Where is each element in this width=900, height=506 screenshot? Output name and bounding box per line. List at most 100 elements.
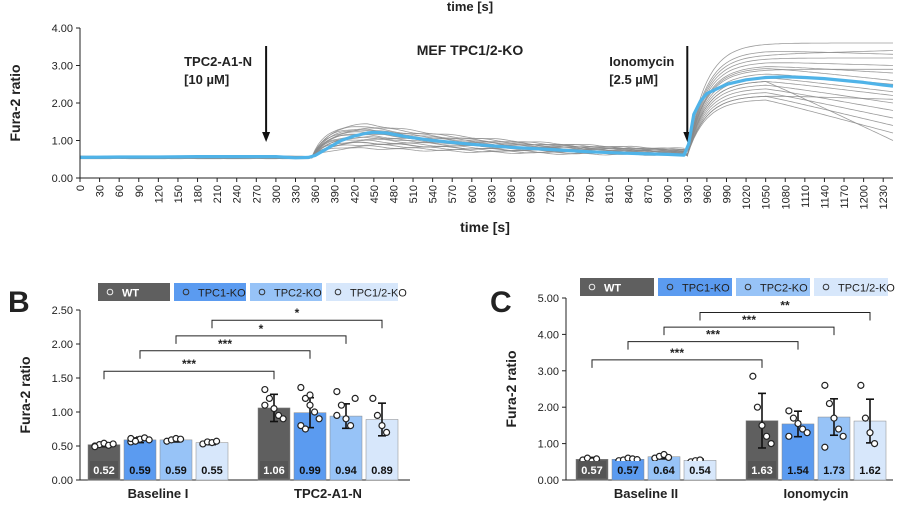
x-tick-label: 990	[721, 185, 733, 203]
legend-marker	[666, 283, 674, 291]
legend-marker	[822, 283, 830, 291]
data-point	[301, 425, 310, 433]
significance-label: ***	[182, 357, 196, 371]
x-tick-label: 960	[702, 185, 714, 203]
annotations: TPC2-A1-N [10 µM] Ionomycin [2.5 µM]	[184, 46, 692, 142]
legend-swatch	[814, 278, 888, 296]
significance-bracket	[699, 312, 871, 321]
data-point	[861, 414, 870, 422]
value-label: 0.59	[165, 465, 186, 477]
data-point	[857, 381, 865, 389]
value-label-box	[578, 461, 606, 478]
significance-bracket	[591, 359, 763, 368]
y-tick-label: 5.00	[538, 293, 559, 305]
x-tick-label: 810	[604, 185, 616, 203]
data-point	[821, 381, 829, 389]
legend-swatch	[736, 278, 810, 296]
value-label-box	[296, 461, 324, 478]
significance-label: ***	[218, 337, 232, 351]
y-tick-label: 0.00	[52, 475, 73, 487]
value-label-box	[198, 461, 226, 478]
legend-label: TPC2-KO	[760, 283, 808, 295]
annotation-line2: [2.5 µM]	[609, 72, 658, 87]
data-point	[762, 432, 771, 440]
y-tick-label: 1.00	[52, 407, 73, 419]
data-point	[145, 436, 153, 444]
data-point	[342, 415, 350, 423]
x-tick-label: 1080	[780, 185, 792, 209]
data-point	[306, 391, 314, 399]
x-tick-label: 780	[584, 185, 596, 203]
value-label: 0.57	[617, 465, 638, 477]
legend-marker	[334, 288, 342, 296]
legend-label: TPC1-KO	[198, 288, 246, 300]
value-label: 0.54	[689, 465, 711, 477]
data-point	[789, 414, 798, 422]
category-label: Baseline I	[128, 486, 189, 501]
data-point	[270, 405, 278, 413]
x-tick-label: 420	[349, 185, 361, 203]
data-point	[785, 432, 793, 440]
data-point	[794, 419, 802, 428]
x-tick-label: 480	[388, 185, 400, 203]
x-tick-label: 300	[271, 185, 283, 203]
x-tick-label: 690	[526, 185, 538, 203]
data-point	[834, 425, 843, 433]
y-tick-label: 3.00	[538, 366, 559, 378]
legend-marker	[106, 288, 114, 296]
data-point	[297, 422, 305, 430]
y-tick-label: 2.00	[538, 402, 559, 414]
value-label: 1.06	[263, 465, 284, 477]
y-tick-label: 0.50	[52, 441, 73, 453]
axes: 0.00 1.00 2.00 3.00 4.00 0 30 60 90 120 150 180 210 2…	[52, 23, 893, 209]
data-point	[176, 435, 185, 443]
x-tick-label: 900	[663, 185, 675, 203]
data-point	[212, 437, 221, 445]
legend-marker	[588, 283, 596, 291]
significance-bracket	[211, 319, 383, 329]
legend-swatch	[174, 283, 246, 301]
data-point	[378, 422, 386, 430]
data-point	[825, 399, 834, 408]
legend-label: TPC1-KO	[682, 283, 730, 295]
x-tick-label: 720	[545, 185, 557, 203]
x-tick-label: 330	[290, 185, 302, 203]
x-tick-label: 0	[75, 185, 87, 191]
value-label: 1.62	[859, 465, 880, 477]
legend-label: TPC1/2-KO	[838, 283, 895, 295]
significance-label: **	[780, 299, 790, 313]
value-label: 0.59	[129, 465, 150, 477]
panel-c-bar-chart: C Fura-2 ratio 0.00 1.00 2.00 3.00 4.00 5.00 W…	[490, 278, 895, 501]
data-point	[333, 388, 341, 396]
value-label-box	[260, 461, 288, 478]
x-tick-label: 120	[153, 185, 165, 203]
x-tick-label: 210	[212, 185, 224, 203]
panel-label-c: C	[490, 286, 512, 319]
data-point	[369, 394, 377, 402]
legend-swatch	[250, 283, 322, 301]
y-tick-label: 4.00	[52, 23, 73, 35]
annotation-arrow-head	[262, 132, 271, 142]
y-axis-label: Fura-2 ratio	[503, 350, 519, 427]
value-label: 0.55	[201, 465, 222, 477]
data-point	[373, 411, 382, 419]
panel-label-b: B	[8, 286, 30, 319]
data-point	[310, 408, 319, 416]
x-tick-label: 540	[428, 185, 440, 203]
data-point	[315, 415, 323, 423]
panel-a-time-course: time [s] MEF TPC1/2-KO Fura-2 ratio time…	[7, 0, 894, 235]
x-tick-label: 30	[95, 185, 107, 197]
x-tick-label: 840	[624, 185, 636, 203]
y-axis-label: Fura-2 ratio	[7, 64, 23, 141]
value-label-box	[820, 461, 848, 478]
value-label-box	[856, 461, 884, 478]
data-point	[351, 394, 359, 402]
data-point	[346, 422, 355, 430]
legend-swatch	[98, 283, 170, 301]
y-tick-label: 2.00	[52, 339, 73, 351]
x-tick-label: 660	[506, 185, 518, 203]
y-tick-label: 1.00	[538, 439, 559, 451]
data-point	[830, 414, 838, 422]
x-axis-label: time [s]	[460, 219, 510, 235]
data-point	[261, 385, 269, 394]
